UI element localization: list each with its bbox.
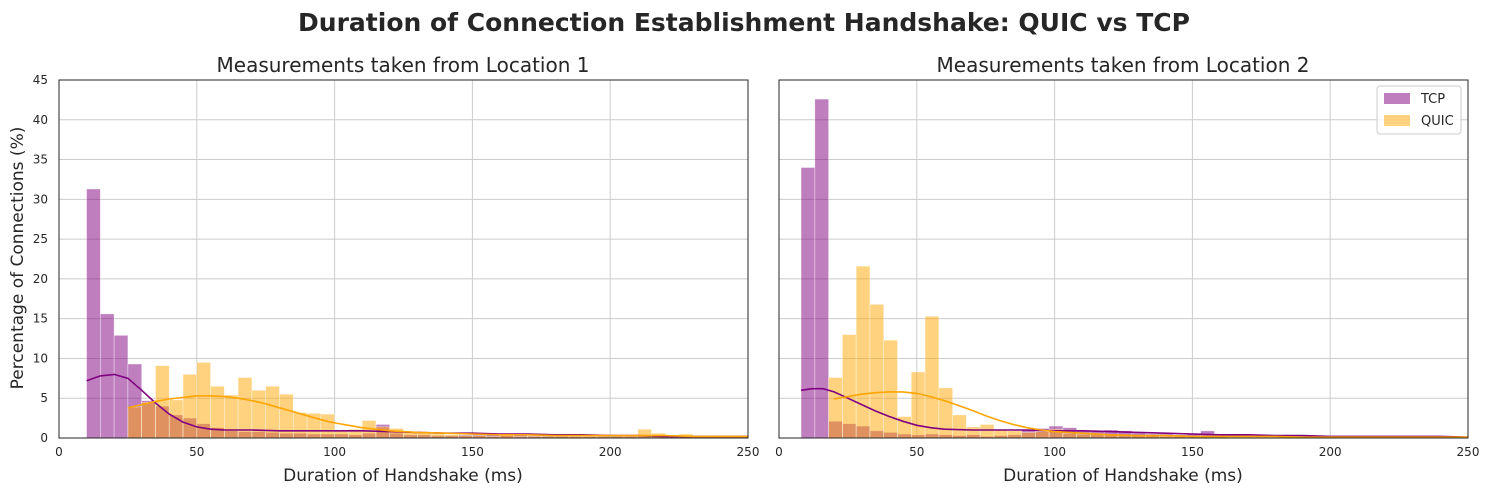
bar-quic bbox=[855, 265, 871, 439]
y-tick-label: 30 bbox=[33, 192, 48, 206]
panel-location-1: Measurements taken from Location 1 0 50 10… bbox=[33, 53, 760, 486]
y-axis-label: Percentage of Connections (%) bbox=[8, 127, 28, 390]
panel-title-location-2: Measurements taken from Location 2 bbox=[937, 53, 1310, 77]
kde-line-quic bbox=[833, 391, 1468, 438]
bar-quic bbox=[430, 433, 446, 439]
legend-swatch-quic bbox=[1384, 115, 1410, 126]
legend-label-tcp: TCP bbox=[1420, 92, 1445, 107]
bar-quic bbox=[182, 374, 198, 439]
y-tick-label: 5 bbox=[40, 391, 48, 405]
x-tick-label: 0 bbox=[775, 445, 783, 459]
panel-2-kde bbox=[800, 387, 1469, 438]
bar-quic bbox=[869, 304, 885, 439]
bar-quic bbox=[416, 432, 432, 439]
bar-quic bbox=[403, 432, 418, 439]
bar-tcp bbox=[800, 167, 816, 439]
panel-2-bars bbox=[800, 98, 1463, 439]
x-axis-label-location-1: Duration of Handshake (ms) bbox=[283, 466, 523, 486]
bar-quic bbox=[938, 387, 953, 439]
bar-quic bbox=[237, 377, 253, 439]
y-tick-label: 40 bbox=[33, 113, 48, 127]
bar-tcp bbox=[86, 188, 101, 439]
bar-quic bbox=[883, 339, 898, 439]
bar-quic bbox=[292, 412, 308, 439]
bar-quic bbox=[952, 414, 967, 439]
bar-tcp bbox=[113, 335, 129, 439]
bar-quic bbox=[1007, 430, 1022, 439]
bar-quic bbox=[1062, 432, 1077, 439]
panel-1-bars bbox=[86, 188, 749, 439]
legend-swatch-tcp bbox=[1384, 93, 1410, 104]
y-tick-label: 25 bbox=[33, 232, 48, 246]
x-tick-label: 250 bbox=[1457, 445, 1480, 459]
figure-title: Duration of Connection Establishment Han… bbox=[298, 8, 1190, 37]
bar-quic bbox=[1021, 432, 1036, 439]
bar-quic bbox=[979, 424, 995, 439]
x-tick-label: 150 bbox=[1181, 445, 1204, 459]
panel-1-x-ticks: 0 50 100 150 200 250 bbox=[55, 445, 759, 459]
panel-1-y-ticks: 0 5 10 15 20 25 30 35 40 45 bbox=[33, 73, 48, 445]
bar-quic bbox=[993, 429, 1009, 439]
x-tick-label: 0 bbox=[55, 445, 63, 459]
x-tick-label: 200 bbox=[599, 445, 622, 459]
bar-quic bbox=[224, 394, 239, 439]
bar-quic bbox=[141, 401, 156, 439]
panel-2-x-ticks: 0 50 100 150 200 250 bbox=[775, 445, 1479, 459]
x-tick-label: 250 bbox=[737, 445, 760, 459]
bar-quic bbox=[924, 315, 940, 439]
bar-quic bbox=[828, 377, 843, 439]
y-tick-label: 45 bbox=[33, 73, 48, 87]
y-tick-label: 0 bbox=[40, 431, 48, 445]
y-tick-label: 10 bbox=[33, 351, 48, 365]
y-tick-label: 15 bbox=[33, 312, 48, 326]
bar-quic bbox=[375, 426, 391, 439]
bar-quic bbox=[320, 413, 335, 439]
x-tick-label: 100 bbox=[1043, 445, 1066, 459]
bar-quic bbox=[842, 334, 857, 439]
bar-quic bbox=[1035, 431, 1050, 439]
x-tick-label: 50 bbox=[189, 445, 204, 459]
panel-1-kde bbox=[86, 373, 748, 438]
panel-title-location-1: Measurements taken from Location 1 bbox=[217, 53, 590, 77]
y-tick-label: 35 bbox=[33, 153, 48, 167]
legend-label-quic: QUIC bbox=[1421, 114, 1454, 129]
x-tick-label: 100 bbox=[323, 445, 346, 459]
legend: TCP QUIC bbox=[1376, 85, 1462, 135]
bar-quic bbox=[1076, 433, 1091, 439]
bar-quic bbox=[966, 426, 981, 439]
bar-quic bbox=[389, 428, 404, 439]
bar-quic bbox=[910, 371, 926, 439]
x-tick-label: 150 bbox=[461, 445, 484, 459]
bar-quic bbox=[127, 406, 142, 439]
x-tick-label: 50 bbox=[909, 445, 924, 459]
kde-line-quic bbox=[127, 395, 748, 438]
panel-1-frame bbox=[58, 79, 749, 439]
y-tick-label: 20 bbox=[33, 272, 48, 286]
panel-location-2: Measurements taken from Location 2 0 50 10… bbox=[775, 53, 1479, 486]
x-tick-label: 200 bbox=[1319, 445, 1342, 459]
bar-tcp bbox=[814, 98, 829, 439]
panel-2-frame bbox=[778, 79, 1469, 439]
x-axis-label-location-2: Duration of Handshake (ms) bbox=[1003, 466, 1243, 486]
